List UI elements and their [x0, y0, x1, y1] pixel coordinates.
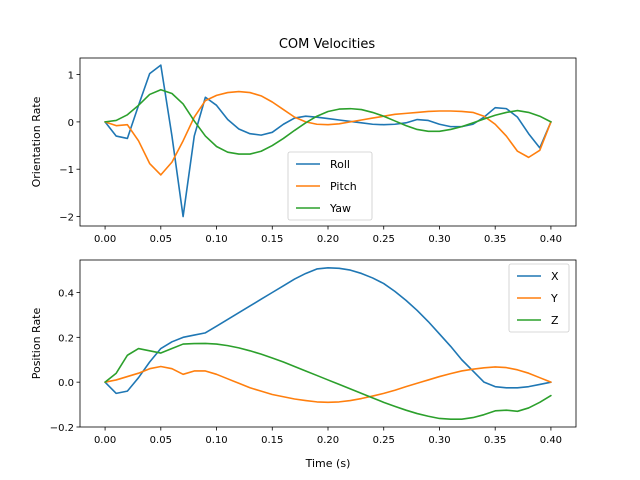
panel-2-x-tick-label: 0.35 — [484, 435, 506, 446]
panel-2-y-tick-label: 0.0 — [58, 378, 74, 389]
panel-2-x-tick-label: 0.30 — [428, 435, 450, 446]
panel-2-y-tick-label: −0.2 — [50, 423, 74, 434]
panel-1-series-pitch-line — [104, 90, 552, 176]
panel-1-y-tick-label: −1 — [59, 165, 74, 176]
panel-2-x-tick-label: 0.00 — [94, 435, 116, 446]
panel-1-legend-label-pitch: Pitch — [330, 180, 357, 193]
panel-2-x-tick-label: 0.15 — [261, 435, 283, 446]
panel-1-x-tick-label: 0.10 — [205, 234, 227, 245]
panel-2-series-x-line — [104, 267, 552, 395]
position-rate-panel: 0.00 0.05 0.10 0.15 0.20 0.25 0.30 0.35 0.40 −0.2… — [30, 259, 577, 470]
panel-1-x-tick-label: 0.40 — [540, 234, 562, 245]
panel-2-x-tick-label: 0.25 — [373, 435, 395, 446]
panel-1-x-tick-label: 0.05 — [150, 234, 172, 245]
panel-2-series-z-line — [104, 342, 552, 420]
panel-2-x-axis-label: Time (s) — [305, 457, 351, 470]
orientation-rate-panel: 0.00 0.05 0.10 0.15 0.20 0.25 0.30 0.35 0.40 −2 −1… — [30, 57, 577, 245]
panel-2-y-axis-label: Position Rate — [30, 308, 43, 380]
chart-title: COM Velocities — [279, 37, 376, 52]
panel-1-legend: Roll Pitch Yaw — [287, 151, 373, 221]
panel-1-legend-box — [287, 151, 373, 221]
panel-2-legend: XYZ — [508, 263, 570, 333]
panel-1-series-yaw-line — [104, 88, 552, 155]
panel-2-legend-label-z: Z — [551, 314, 559, 327]
panel-1-x-tick-label: 0.30 — [428, 234, 450, 245]
panel-2-x-tick-label: 0.10 — [205, 435, 227, 446]
panel-2-x-tick-label: 0.40 — [540, 435, 562, 446]
panel-1-plot-area — [104, 64, 552, 218]
panel-2-plot-area — [104, 267, 552, 420]
panel-1-legend-label-roll: Roll — [330, 158, 350, 171]
panel-2-x-tick-label: 0.20 — [317, 435, 339, 446]
panel-1-x-tick-label: 0.20 — [317, 234, 339, 245]
panel-2-y-tick-label: 0.2 — [58, 333, 74, 344]
panel-1-y-tick-label: −2 — [59, 213, 74, 224]
panel-1-x-tick-label: 0.00 — [94, 234, 116, 245]
panel-2-y-tick-label: 0.4 — [58, 289, 74, 300]
panel-2-x-tick-label: 0.05 — [150, 435, 172, 446]
panel-2-series-y-line — [104, 365, 552, 404]
panel-1-y-axis-label: Orientation Rate — [30, 96, 43, 187]
panel-1-x-tick-label: 0.15 — [261, 234, 283, 245]
panel-1-x-tick-label: 0.25 — [373, 234, 395, 245]
panel-1-y-tick-label: 1 — [68, 71, 74, 82]
panel-2-legend-label-y: Y — [550, 292, 558, 305]
panel-2-legend-label-x: X — [551, 270, 559, 283]
panel-1-y-tick-label: 0 — [68, 118, 74, 129]
panel-1-x-tick-label: 0.35 — [484, 234, 506, 245]
panel-1-legend-label-yaw: Yaw — [329, 202, 351, 215]
